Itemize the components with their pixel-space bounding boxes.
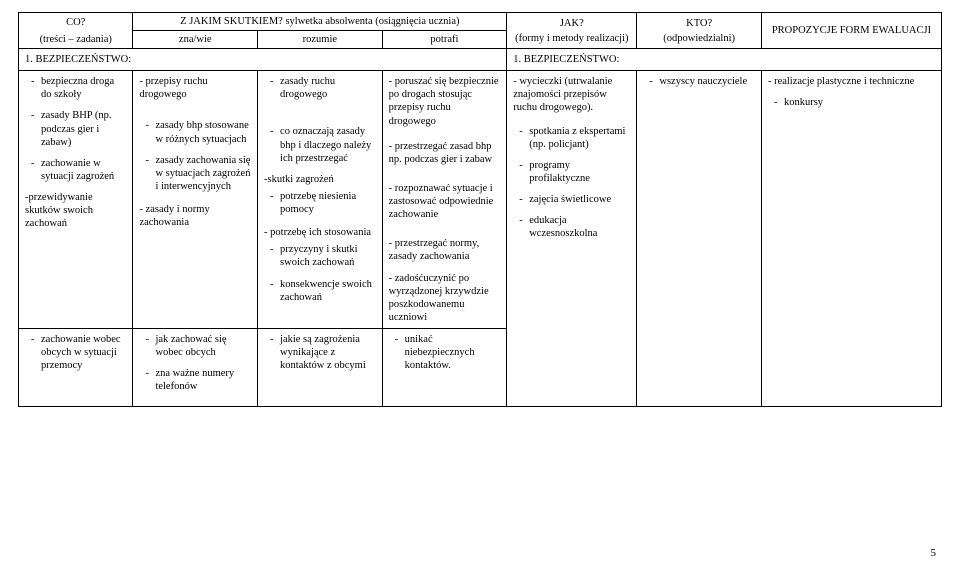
c4-r4a: - przestrzegać normy, zasady zachowania <box>389 237 501 263</box>
c6-a: wszyscy nauczyciele <box>643 75 755 88</box>
c4: - poruszać się bezpiecznie po drogach st… <box>382 71 507 329</box>
c3-b: jakie są zagrożenia wynikające z kontakt… <box>258 329 383 407</box>
c3-r4a: - potrzebę ich stosowania <box>264 226 376 239</box>
hdr-jak-title: JAK? <box>513 18 630 29</box>
c3-r4c: konsekwencje swoich zachowań <box>264 278 376 304</box>
c3-r2: co oznaczają zasady bhp i dlaczego należ… <box>264 125 376 164</box>
c7-b: konkursy <box>768 96 935 109</box>
hdr-potrafi: potrafi <box>382 31 507 49</box>
hdr-jak: JAK? (formy i metody realizacji) <box>507 13 637 49</box>
c3-r1: zasady ruchu drogowego <box>264 75 376 101</box>
c1-b: zachowanie wobec obcych w sytuacji przem… <box>19 329 133 407</box>
hdr-co: CO? (treści – zadania) <box>19 13 133 49</box>
hdr-kto-title: KTO? <box>643 18 755 29</box>
c2-r5a: jak zachować się wobec obcych <box>139 333 251 359</box>
section-right: 1. BEZPIECZEŃSTWO: <box>507 49 942 71</box>
c5-b: spotkania z ekspertami (np. policjant) <box>513 125 630 151</box>
c2-b: jak zachować się wobec obcych zna ważne … <box>133 329 258 407</box>
hdr-zjakim: Z JAKIM SKUTKIEM? sylwetka absolwenta (o… <box>133 13 507 31</box>
c4-b: unikać niebezpiecznych kontaktów. <box>382 329 507 407</box>
header-table: CO? (treści – zadania) Z JAKIM SKUTKIEM?… <box>18 12 942 49</box>
c3-r5: jakie są zagrożenia wynikające z kontakt… <box>264 333 376 372</box>
c5-a: - wycieczki (utrwalanie znajomości przep… <box>513 75 630 114</box>
c3-r3a: -skutki zagrożeń <box>264 173 376 186</box>
c2-r3: zasady zachowania się w sytuacjach zagro… <box>139 154 251 193</box>
section-left: 1. BEZPIECZEŃSTWO: <box>19 49 507 71</box>
hdr-kto: KTO? (odpowiedzialni) <box>637 13 762 49</box>
c4-r1: - poruszać się bezpiecznie po drogach st… <box>389 75 501 128</box>
body-table: 1. BEZPIECZEŃSTWO: 1. BEZPIECZEŃSTWO: be… <box>18 48 942 407</box>
c5-c: programy profilaktyczne <box>513 159 630 185</box>
c7: - realizacje plastyczne i techniczne kon… <box>761 71 941 406</box>
hdr-kto-sub: (odpowiedzialni) <box>643 33 755 44</box>
c3-r4b: przyczyny i skutki swoich zachowań <box>264 243 376 269</box>
page-number: 5 <box>931 547 937 559</box>
c4-r3: - rozpoznawać sytuacje i zastosować odpo… <box>389 182 501 221</box>
c1: bezpieczna droga do szkoły zasady BHP (n… <box>19 71 133 329</box>
c7-a: - realizacje plastyczne i techniczne <box>768 75 935 88</box>
c2-r5b: zna ważne numery telefonów <box>139 367 251 393</box>
c1-r2: zasady BHP (np. podczas gier i zabaw) <box>25 109 126 148</box>
c1-r4: -przewidywanie skutków swoich zachowań <box>25 191 126 230</box>
c2-r4: - zasady i normy zachowania <box>139 203 251 229</box>
hdr-rozumie: rozumie <box>258 31 383 49</box>
c6: wszyscy nauczyciele <box>637 71 762 406</box>
c4-r2: - przestrzegać zasad bhp np. podczas gie… <box>389 140 501 166</box>
c5-e: edukacja wczesnoszkolna <box>513 214 630 240</box>
hdr-prop: PROPOZYCJE FORM EWALUACJI <box>761 13 941 49</box>
c2: - przepisy ruchu drogowego zasady bhp st… <box>133 71 258 329</box>
c5: - wycieczki (utrwalanie znajomości przep… <box>507 71 637 406</box>
c1-r1: bezpieczna droga do szkoły <box>25 75 126 101</box>
c1-r3: zachowanie w sytuacji zagrożeń <box>25 157 126 183</box>
hdr-zna: zna/wie <box>133 31 258 49</box>
c3: zasady ruchu drogowego co oznaczają zasa… <box>258 71 383 329</box>
c1-r5: zachowanie wobec obcych w sytuacji przem… <box>25 333 126 372</box>
c2-r2: zasady bhp stosowane w różnych sytuacjac… <box>139 119 251 145</box>
hdr-co-sub: (treści – zadania) <box>25 34 126 45</box>
c2-r1: - przepisy ruchu drogowego <box>139 75 251 101</box>
hdr-jak-sub: (formy i metody realizacji) <box>513 33 630 44</box>
c4-r5: unikać niebezpiecznych kontaktów. <box>389 333 501 372</box>
hdr-co-title: CO? <box>25 17 126 28</box>
c4-r4b: - zadośćuczynić po wyrządzonej krzywdzie… <box>389 272 501 325</box>
c5-d: zajęcia świetlicowe <box>513 193 630 206</box>
c3-r3b: potrzebę niesienia pomocy <box>264 190 376 216</box>
